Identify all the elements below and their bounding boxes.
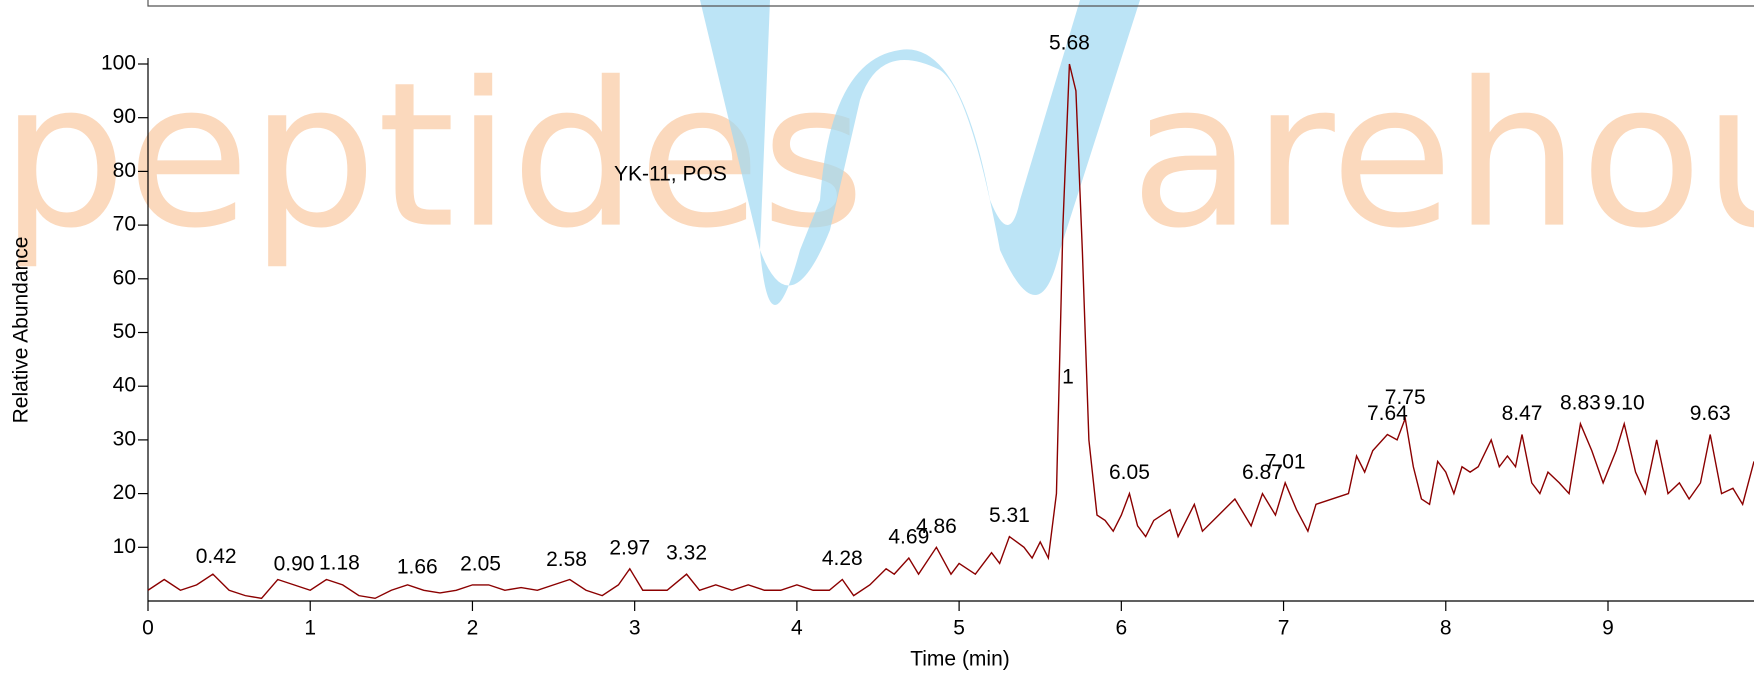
peak-label: 7.01 bbox=[1265, 450, 1306, 473]
peak-label: 7.64 bbox=[1367, 402, 1408, 425]
x-tick-label: 9 bbox=[1602, 617, 1614, 640]
y-tick-label: 90 bbox=[113, 105, 136, 128]
x-tick-label: 5 bbox=[953, 617, 965, 640]
peak-label: 4.69 bbox=[888, 526, 929, 549]
watermark: arehous bbox=[1130, 40, 1754, 273]
peak-label: 0.42 bbox=[196, 545, 237, 568]
peak-label: 0.90 bbox=[274, 552, 315, 575]
x-tick-label: 3 bbox=[629, 617, 641, 640]
x-tick-label: 0 bbox=[142, 617, 154, 640]
y-tick-label: 20 bbox=[113, 481, 136, 504]
watermark-logo bbox=[700, 0, 1140, 305]
x-tick-label: 4 bbox=[791, 617, 803, 640]
peak-label: 2.05 bbox=[460, 552, 501, 575]
x-tick-label: 2 bbox=[467, 617, 479, 640]
peak-label: 5.68 bbox=[1049, 32, 1090, 55]
y-tick-label: 50 bbox=[113, 320, 136, 343]
peak-label: 6.87 bbox=[1242, 461, 1283, 484]
peak-label: 6.05 bbox=[1109, 461, 1150, 484]
peak-number: 1 bbox=[1062, 366, 1074, 389]
y-tick-label: 100 bbox=[101, 52, 136, 75]
peak-label: 5.31 bbox=[989, 504, 1030, 527]
y-tick-label: 40 bbox=[113, 374, 136, 397]
peak-label: 4.28 bbox=[822, 547, 863, 570]
chart-title: YK-11, POS bbox=[614, 163, 727, 186]
peak-label: 2.58 bbox=[546, 548, 587, 571]
x-tick-label: 6 bbox=[1115, 617, 1127, 640]
x-tick-label: 7 bbox=[1278, 617, 1290, 640]
peak-label: 8.47 bbox=[1502, 402, 1543, 425]
x-tick-label: 1 bbox=[304, 617, 316, 640]
peak-label: 9.63 bbox=[1690, 402, 1731, 425]
y-tick-label: 60 bbox=[113, 266, 136, 289]
y-axis-label: Relative Abundance bbox=[10, 237, 33, 424]
peak-label: 2.97 bbox=[609, 536, 650, 559]
x-tick-label: 8 bbox=[1440, 617, 1452, 640]
peak-label: 4.86 bbox=[916, 515, 957, 538]
panel-border bbox=[147, 0, 1754, 7]
peak-label: 9.10 bbox=[1604, 391, 1645, 414]
peak-label: 1.66 bbox=[397, 556, 438, 579]
trace bbox=[147, 63, 1754, 600]
x-axis-label: Time (min) bbox=[910, 648, 1010, 671]
peak-label: 7.75 bbox=[1385, 386, 1426, 409]
peak-label: 1.18 bbox=[319, 551, 360, 574]
y-tick-label: 10 bbox=[113, 535, 136, 558]
y-tick-label: 70 bbox=[113, 213, 136, 236]
y-tick-label: 30 bbox=[113, 427, 136, 450]
peak-label: 3.32 bbox=[666, 542, 707, 565]
peak-label: 8.83 bbox=[1560, 391, 1601, 414]
y-tick-label: 80 bbox=[113, 159, 136, 182]
